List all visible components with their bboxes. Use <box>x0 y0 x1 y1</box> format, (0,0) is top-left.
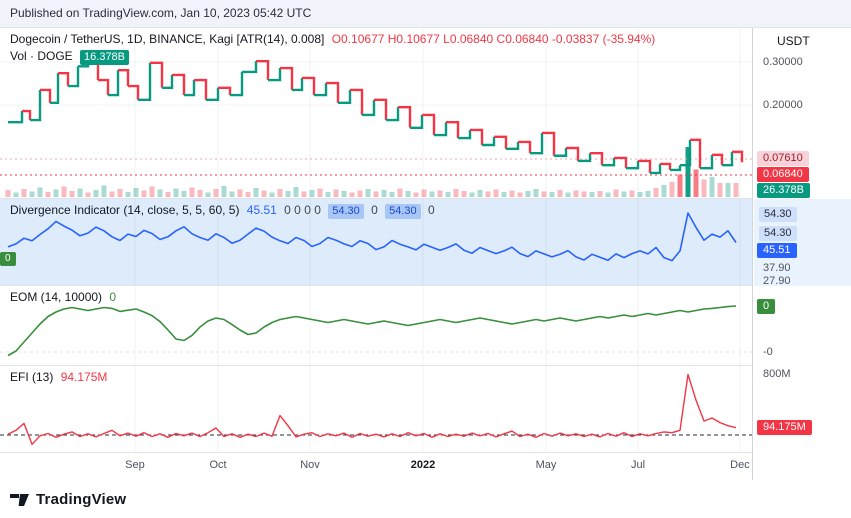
divergence-level-pill-2: 54.30 <box>385 204 421 219</box>
time-label-jul: Jul <box>630 459 646 471</box>
axis-currency: USDT <box>777 34 810 48</box>
main-legend: Dogecoin / TetherUS, 1D, BINANCE, Kagi [… <box>10 32 655 65</box>
efi-title[interactable]: EFI (13) <box>10 370 54 384</box>
time-label-may: May <box>535 459 557 471</box>
divergence-zeros: 0 0 0 0 <box>284 203 321 217</box>
kagi-series <box>8 56 744 175</box>
eom-chart-svg <box>0 286 752 365</box>
eom-pane[interactable]: EOM (14, 10000) 0 <box>0 286 752 366</box>
volume-axis-badge: 26.378B <box>757 183 810 198</box>
divergence-zero-2: 0 <box>428 203 435 217</box>
price-axis[interactable]: USDT 0.30000 0.20000 0.07610 0.06840 26.… <box>752 28 851 480</box>
time-label-oct: Oct <box>209 459 227 471</box>
chart-area[interactable]: Dogecoin / TetherUS, 1D, BINANCE, Kagi [… <box>0 28 851 481</box>
published-bar: Published on TradingView.com, Jan 10, 20… <box>0 0 851 28</box>
div-axis-tick-3790: 37.90 <box>763 262 791 274</box>
tradingview-logo-icon[interactable] <box>10 491 30 508</box>
efi-chart-svg <box>0 366 752 452</box>
eom-legend: EOM (14, 10000) 0 <box>10 290 116 304</box>
last-price-badge: 0.07610 <box>757 151 809 166</box>
eom-title[interactable]: EOM (14, 10000) <box>10 290 103 304</box>
axis-tick-030: 0.30000 <box>763 56 803 68</box>
div-axis-level-b: 54.30 <box>759 226 797 241</box>
divergence-value-badge: 45.51 <box>757 243 797 258</box>
divergence-value: 45.51 <box>246 203 277 217</box>
symbol-title[interactable]: Dogecoin / TetherUS, 1D, BINANCE, Kagi [… <box>10 32 325 46</box>
time-label-dec: Dec <box>730 459 750 471</box>
published-text: Published on TradingView.com, Jan 10, 20… <box>10 6 312 20</box>
chart-panes[interactable]: Dogecoin / TetherUS, 1D, BINANCE, Kagi [… <box>0 28 752 480</box>
efi-legend: EFI (13) 94.175M <box>10 370 107 384</box>
volume-bars <box>5 147 739 197</box>
divergence-chart-svg <box>7 199 741 285</box>
divergence-zero-1: 0 <box>371 203 378 217</box>
divergence-left-badge: 0 <box>0 252 16 266</box>
footer-bar: TradingView <box>0 480 851 518</box>
axis-tick-020: 0.20000 <box>763 99 803 111</box>
eom-value-badge: 0 <box>757 299 776 314</box>
close-price-badge: 0.06840 <box>757 167 809 182</box>
time-label-nov: Nov <box>300 459 320 471</box>
divergence-legend: Divergence Indicator (14, close, 5, 5, 6… <box>10 203 435 219</box>
efi-axis-tick-800m: 800M <box>763 368 791 380</box>
volume-value-badge: 16.378B <box>80 50 130 65</box>
eom-value: 0 <box>109 290 117 304</box>
time-axis[interactable]: Sep Oct Nov 2022 May Jul Dec <box>0 453 752 480</box>
volume-label[interactable]: Vol · DOGE <box>10 49 73 63</box>
eom-line <box>7 305 737 357</box>
time-label-2022: 2022 <box>410 459 436 471</box>
divergence-line <box>7 212 737 262</box>
div-axis-level-a: 54.30 <box>759 207 797 222</box>
div-axis-tick-2790: 27.90 <box>763 275 791 287</box>
ohlc-values: O0.10677 H0.10677 L0.06840 C0.06840 -0.0… <box>331 32 656 46</box>
main-price-pane[interactable]: Dogecoin / TetherUS, 1D, BINANCE, Kagi [… <box>0 28 752 199</box>
tradingview-logo-text[interactable]: TradingView <box>36 490 127 508</box>
divergence-pane[interactable]: Divergence Indicator (14, close, 5, 5, 6… <box>0 199 752 286</box>
time-label-sep: Sep <box>125 459 145 471</box>
main-chart-svg <box>0 28 752 198</box>
eom-axis-tick-neg0: -0 <box>763 346 773 358</box>
efi-value-badge: 94.175M <box>757 420 812 435</box>
efi-line <box>7 373 737 446</box>
divergence-level-pill-1: 54.30 <box>328 204 364 219</box>
divergence-title[interactable]: Divergence Indicator (14, close, 5, 5, 6… <box>10 203 240 217</box>
efi-value: 94.175M <box>60 370 108 384</box>
efi-pane[interactable]: EFI (13) 94.175M <box>0 366 752 453</box>
